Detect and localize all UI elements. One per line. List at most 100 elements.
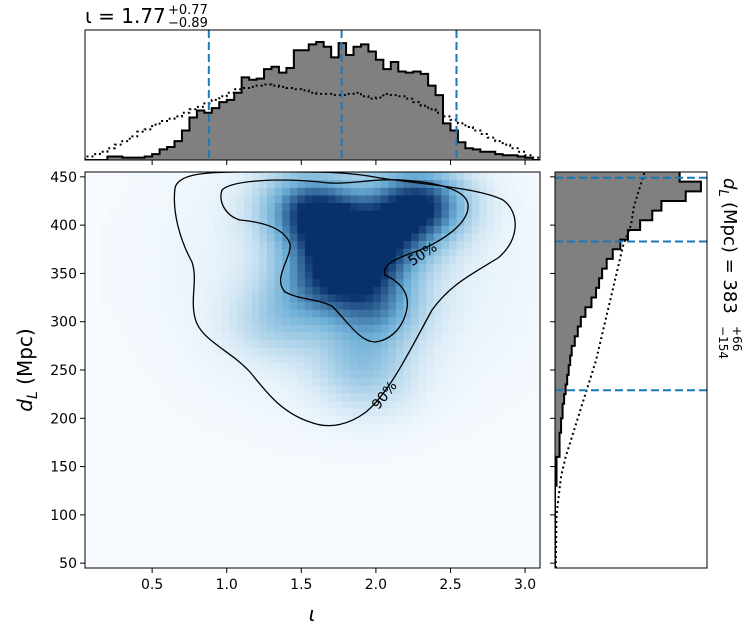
heatmap-cell [251, 316, 261, 325]
heatmap-cell [342, 347, 352, 356]
heatmap-cell [471, 377, 480, 386]
heatmap-cell [441, 408, 450, 417]
heatmap-cell [365, 217, 374, 226]
heatmap-cell [456, 172, 465, 181]
heatmap-cell [259, 271, 268, 280]
heatmap-cell [441, 293, 450, 303]
top-bin [405, 72, 414, 160]
heatmap-cell [433, 446, 443, 455]
heatmap-cell [251, 240, 261, 249]
heatmap-cell [176, 316, 185, 325]
heatmap-cell [433, 271, 443, 280]
heatmap-cell [426, 210, 435, 219]
heatmap-cell [388, 187, 397, 196]
heatmap-cell [426, 202, 435, 211]
heatmap-cell [479, 179, 488, 188]
heatmap-cell [160, 385, 170, 394]
heatmap-cell [411, 210, 420, 219]
top-marginal-panel: ι = 1.77 +0.77 −0.89 [84, 3, 541, 165]
heatmap-cell [441, 217, 450, 226]
heatmap-cell [342, 392, 352, 402]
heatmap-cell [411, 438, 420, 447]
heatmap-cell [403, 392, 412, 402]
heatmap-cell [479, 210, 488, 219]
heatmap-cell [395, 354, 405, 363]
heatmap-cell [320, 232, 329, 242]
heatmap-cell [221, 331, 230, 341]
heatmap-cell [388, 278, 397, 287]
heatmap-cell [297, 339, 306, 348]
heatmap-cell [236, 210, 245, 219]
heatmap-cell [441, 301, 450, 310]
heatmap-cell [282, 370, 291, 379]
heatmap-cell [395, 392, 405, 402]
heatmap-cell [388, 339, 397, 348]
heatmap-cell [236, 370, 245, 379]
heatmap-cell [532, 316, 540, 325]
heatmap-cell [494, 225, 503, 234]
heatmap-cell [267, 408, 276, 417]
heatmap-cell [274, 430, 283, 440]
heatmap-cell [418, 271, 427, 280]
heatmap-cell [206, 248, 215, 257]
heatmap-cell [365, 347, 374, 356]
heatmap-cell [320, 225, 329, 234]
heatmap-cell [304, 187, 314, 196]
heatmap-cell [176, 339, 185, 348]
heatmap-cell [312, 339, 321, 348]
heatmap-cell [365, 331, 374, 341]
heatmap-cell [259, 423, 268, 432]
heatmap-cell [213, 408, 223, 417]
heatmap-cell [380, 423, 389, 432]
heatmap-cell [403, 362, 412, 371]
heatmap-cell [320, 370, 329, 379]
heatmap-cell [297, 324, 306, 333]
heatmap-cell [418, 232, 427, 242]
heatmap-cell [418, 217, 427, 226]
heatmap-cell [183, 385, 192, 394]
heatmap-cell [160, 225, 170, 234]
heatmap-cell [403, 331, 412, 341]
heatmap-cell [380, 232, 389, 242]
heatmap-cell [350, 217, 359, 226]
heatmap-cell [380, 278, 389, 287]
heatmap-cell [464, 271, 473, 280]
heatmap-cell [289, 354, 298, 363]
heatmap-cell [532, 187, 540, 196]
heatmap-cell [282, 453, 291, 462]
heatmap-cell [176, 225, 185, 234]
heatmap-cell [221, 194, 230, 204]
heatmap-cell [122, 217, 132, 226]
heatmap-cell [221, 240, 230, 249]
heatmap-cell [198, 271, 207, 280]
heatmap-cell [244, 232, 253, 242]
heatmap-cell [327, 370, 336, 379]
heatmap-cell [107, 271, 116, 280]
heatmap-cell [221, 316, 230, 325]
heatmap-cell [418, 453, 427, 462]
heatmap-cell [471, 324, 480, 333]
heatmap-cell [395, 232, 405, 242]
heatmap-cell [198, 354, 207, 363]
heatmap-cell [494, 309, 503, 318]
heatmap-cell [274, 446, 283, 455]
heatmap-cell [524, 255, 534, 264]
heatmap-cell [479, 187, 488, 196]
heatmap-cell [395, 370, 405, 379]
heatmap-cell [524, 278, 534, 287]
heatmap-cell [153, 225, 162, 234]
heatmap-cell [426, 377, 435, 386]
heatmap-cell [486, 202, 496, 211]
heatmap-cell [229, 278, 238, 287]
heatmap-cell [388, 324, 397, 333]
heatmap-cell [380, 331, 389, 341]
heatmap-cell [441, 179, 450, 188]
heatmap-cell [145, 217, 154, 226]
heatmap-cell [206, 408, 215, 417]
heatmap-cell [160, 370, 170, 379]
heatmap-cell [191, 324, 200, 333]
heatmap-cell [358, 240, 367, 249]
heatmap-cell [206, 309, 215, 318]
heatmap-cell [267, 423, 276, 432]
heatmap-cell [229, 362, 238, 371]
